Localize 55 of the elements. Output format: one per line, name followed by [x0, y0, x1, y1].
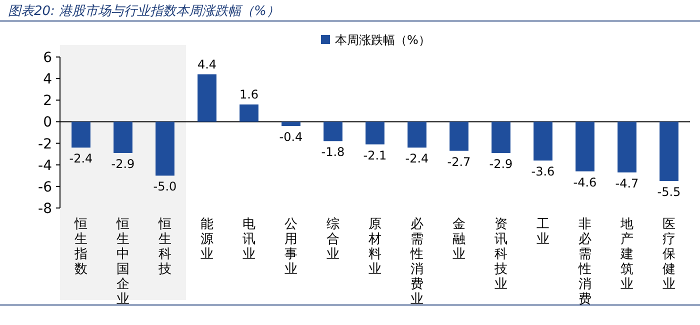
bar	[72, 122, 90, 148]
x-tick-label: 地产建筑业	[620, 217, 634, 292]
x-tick-label: 能源业	[200, 217, 214, 262]
x-tick-label: 工业	[536, 217, 550, 247]
y-tick-label: 6	[43, 50, 52, 66]
data-label: -2.9	[489, 156, 513, 171]
bar	[492, 122, 510, 153]
x-tick-label: 必需性消费业	[410, 217, 424, 307]
data-label: -5.0	[153, 180, 177, 194]
data-label: -2.7	[447, 154, 471, 169]
y-tick-label: -6	[38, 179, 52, 196]
bar	[534, 122, 552, 161]
data-label: -4.7	[615, 176, 639, 190]
bar	[660, 122, 678, 182]
x-tick-label: 原材料业	[368, 217, 382, 277]
data-label: -4.6	[573, 175, 597, 190]
y-tick-label: -2	[38, 136, 52, 152]
x-tick-label: 金融业	[452, 217, 466, 262]
bar	[282, 122, 300, 126]
chart-title: 图表20: 港股市场与行业指数本周涨跌幅（%）	[8, 4, 280, 19]
y-tick-label: 2	[43, 93, 52, 110]
bar	[576, 122, 594, 172]
x-tick-label: 公用事业	[284, 217, 298, 277]
bar	[198, 74, 216, 122]
data-label: -1.8	[321, 145, 345, 160]
bar	[324, 122, 342, 142]
bar	[156, 122, 174, 176]
y-tick-label: -4	[38, 158, 52, 174]
bar	[114, 122, 132, 153]
data-label: 1.6	[239, 87, 259, 102]
y-tick-label: 4	[43, 72, 52, 88]
x-tick-label: 电讯业	[242, 217, 256, 262]
x-tick-label: 综合业	[326, 217, 340, 262]
data-label: -2.1	[363, 148, 387, 162]
x-tick-label: 非必需性消费	[578, 217, 592, 307]
x-tick-label: 恒生科技	[158, 217, 172, 277]
data-label: -2.4	[405, 152, 429, 166]
bar	[240, 104, 258, 122]
data-label: 4.4	[197, 57, 217, 72]
bar	[450, 122, 468, 151]
bar	[408, 122, 426, 148]
x-tick-label: 资讯科技业	[494, 217, 508, 292]
data-label: -2.4	[69, 152, 93, 166]
data-label: -3.6	[531, 164, 555, 179]
x-tick-label: 恒生中国企业	[116, 217, 130, 307]
x-tick-label: 医疗保健业	[662, 217, 676, 292]
bar	[366, 122, 384, 144]
legend-label: 本周涨跌幅（%）	[335, 33, 430, 47]
data-label: -2.9	[111, 156, 135, 171]
y-tick-label: -8	[38, 201, 52, 217]
data-label: -0.4	[279, 130, 303, 144]
bar	[618, 122, 636, 172]
y-tick-label: 0	[43, 114, 52, 131]
x-tick-label: 恒生指数	[74, 217, 88, 277]
data-label: -5.5	[657, 185, 681, 200]
